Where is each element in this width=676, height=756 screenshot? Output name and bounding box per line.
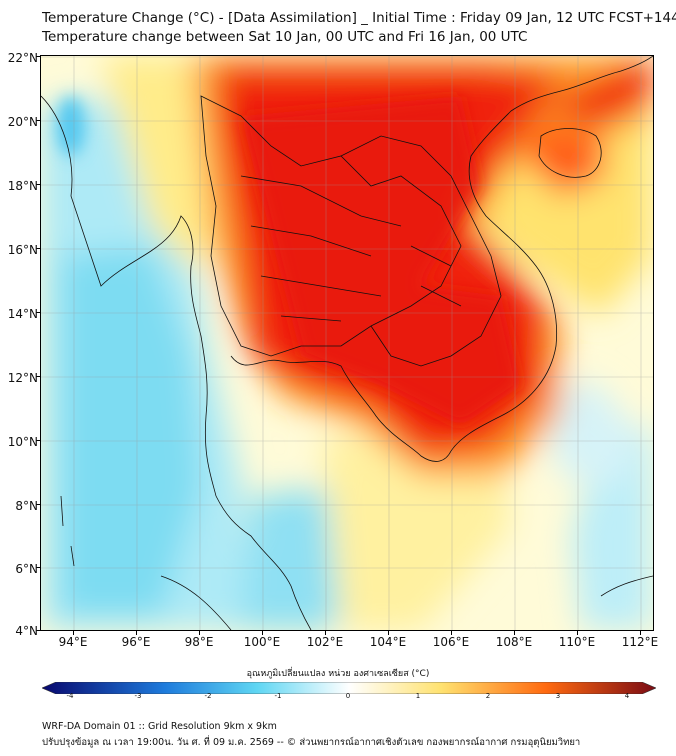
lat-label-8n: 8°N	[15, 499, 38, 513]
lat-tick	[36, 567, 40, 568]
borneo-coast	[600, 575, 653, 597]
lon-label-108e: 108°E	[495, 635, 533, 649]
lat-label-6n: 6°N	[15, 562, 38, 576]
colorbar-tick-label: 1	[415, 692, 421, 700]
colorbar-tick-label: 2	[485, 692, 491, 700]
gulf-of-thailand-coastline	[230, 355, 452, 462]
lon-label-100e: 100°E	[243, 635, 281, 649]
map-subtitle: Temperature change between Sat 10 Jan, 0…	[42, 29, 528, 45]
lat-tick	[36, 248, 40, 249]
lon-tick	[577, 631, 578, 635]
lon-tick	[388, 631, 389, 635]
lat-label-22n: 22°N	[7, 51, 38, 65]
lon-tick	[640, 631, 641, 635]
lat-label-12n: 12°N	[7, 371, 38, 385]
provinces-grid	[240, 175, 462, 322]
map-title: Temperature Change (°C) - [Data Assimila…	[42, 10, 676, 26]
lat-tick	[36, 120, 40, 121]
lon-label-96e: 96°E	[121, 635, 151, 649]
colorbar-tick-label: 3	[555, 692, 561, 700]
colorbar-tick-label: -4	[66, 692, 74, 700]
colorbar-title: อุณหภูมิเปลี่ยนแปลง หน่วย องศาเซลเซียส (…	[246, 669, 430, 679]
lon-label-106e: 106°E	[432, 635, 470, 649]
footer-credit: ปรับปรุงข้อมูล ณ เวลา 19:00น. วัน ศ. ที่…	[42, 737, 581, 748]
lat-tick	[36, 312, 40, 313]
lat-tick	[36, 630, 40, 631]
lat-label-18n: 18°N	[7, 179, 38, 193]
lat-label-20n: 20°N	[7, 115, 38, 129]
thailand-borders	[200, 95, 462, 357]
lon-tick	[514, 631, 515, 635]
lon-tick	[325, 631, 326, 635]
colorbar-tick-label: -2	[204, 692, 212, 700]
colorbar-tick-label: 4	[624, 692, 630, 700]
laos-cambodia-borders	[340, 135, 502, 367]
myanmar-coastline	[41, 95, 217, 497]
lon-label-112e: 112°E	[621, 635, 659, 649]
lat-label-10n: 10°N	[7, 435, 38, 449]
lon-tick	[136, 631, 137, 635]
malay-peninsula-coastline	[215, 495, 312, 630]
lon-label-98e: 98°E	[184, 635, 214, 649]
footer-model-info: WRF-DA Domain 01 :: Grid Resolution 9km …	[42, 721, 277, 732]
lat-tick	[36, 56, 40, 57]
temperature-change-map	[40, 55, 654, 631]
lat-tick	[36, 504, 40, 505]
sumatra-coast	[160, 575, 232, 630]
lat-label-14n: 14°N	[7, 307, 38, 321]
lon-label-110e: 110°E	[558, 635, 596, 649]
colorbar-tick-label: -3	[134, 692, 142, 700]
lat-label-4n: 4°N	[15, 624, 38, 638]
lon-label-102e: 102°E	[306, 635, 344, 649]
lat-tick	[36, 184, 40, 185]
vietnam-coastline	[450, 56, 653, 452]
lon-label-104e: 104°E	[369, 635, 407, 649]
colorbar-tick-label: 0	[345, 692, 351, 700]
colorbar-tick-label: -1	[274, 692, 282, 700]
lon-tick	[451, 631, 452, 635]
hainan-island	[538, 128, 602, 178]
lat-tick	[36, 440, 40, 441]
lon-tick	[199, 631, 200, 635]
lon-tick	[262, 631, 263, 635]
lat-tick	[36, 376, 40, 377]
lon-tick	[73, 631, 74, 635]
andaman-islands	[60, 495, 75, 567]
lat-label-16n: 16°N	[7, 243, 38, 257]
lon-label-94e: 94°E	[58, 635, 88, 649]
